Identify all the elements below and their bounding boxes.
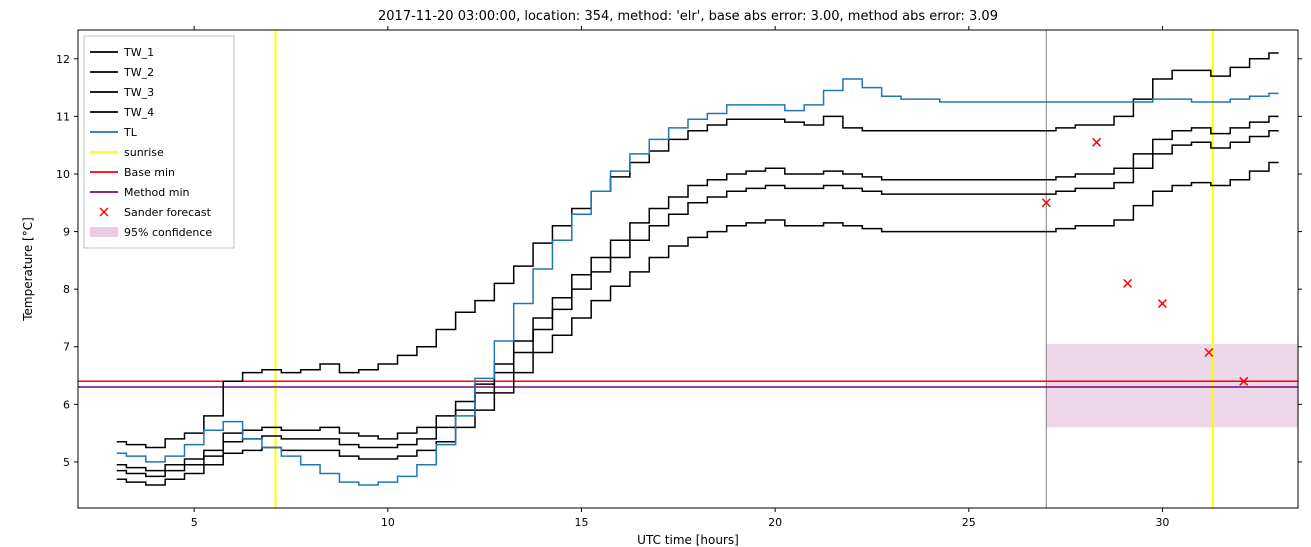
svg-text:8: 8: [63, 283, 70, 296]
legend-label: TW_4: [123, 106, 154, 119]
svg-text:30: 30: [1155, 516, 1169, 529]
svg-text:10: 10: [56, 168, 70, 181]
svg-text:15: 15: [574, 516, 588, 529]
chart-title: 2017-11-20 03:00:00, location: 354, meth…: [378, 9, 998, 24]
svg-text:5: 5: [191, 516, 198, 529]
y-axis-label: Temperature [°C]: [21, 217, 35, 322]
chart-container: 5 10 15 20 25 30 5 6 7 8 9 10 11 12 UTC time [hours] Te…: [0, 0, 1311, 547]
legend: TW_1 TW_2 TW_3 TW_4 TL sunrise Base min Method …: [84, 36, 234, 248]
svg-text:25: 25: [962, 516, 976, 529]
legend-label: TW_2: [123, 66, 154, 79]
legend-label: TW_1: [123, 46, 154, 59]
svg-text:6: 6: [63, 398, 70, 411]
svg-text:10: 10: [381, 516, 395, 529]
svg-text:12: 12: [56, 53, 70, 66]
svg-text:7: 7: [63, 341, 70, 354]
legend-label: TW_3: [123, 86, 154, 99]
legend-label: Sander forecast: [124, 206, 212, 219]
legend-label: Method min: [124, 186, 190, 199]
svg-text:20: 20: [768, 516, 782, 529]
confidence-band: [1046, 344, 1298, 428]
legend-label: 95% confidence: [124, 226, 212, 239]
x-axis-label: UTC time [hours]: [637, 533, 739, 547]
legend-label: sunrise: [124, 146, 164, 159]
temperature-chart: 5 10 15 20 25 30 5 6 7 8 9 10 11 12 UTC time [hours] Te…: [0, 0, 1311, 547]
legend-label: Base min: [124, 166, 175, 179]
svg-text:9: 9: [63, 226, 70, 239]
svg-text:5: 5: [63, 456, 70, 469]
svg-text:11: 11: [56, 110, 70, 123]
legend-label: TL: [123, 126, 138, 139]
